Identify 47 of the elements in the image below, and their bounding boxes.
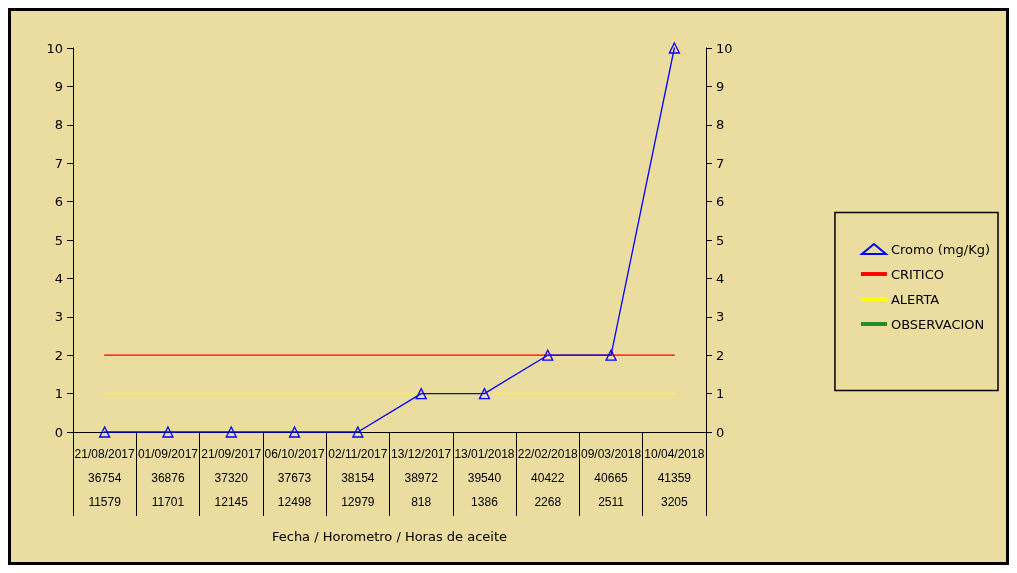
x-tick-label: 21/09/2017 37320 12145: [201, 447, 262, 509]
x-tick-label: 02/11/2017 38154 12979: [328, 447, 388, 509]
legend-label: ALERTA: [890, 291, 940, 307]
y2-tick-label: 0: [716, 424, 725, 440]
y-tick-label: 9: [54, 78, 63, 94]
point: [352, 426, 364, 438]
point: [288, 426, 301, 438]
point: [542, 349, 554, 361]
y-tick-label: 4: [54, 270, 63, 286]
y-tick-label: 2: [54, 347, 63, 363]
y-tick-label: 1: [54, 386, 63, 402]
point: [605, 349, 617, 361]
y2-tick-label: 7: [716, 155, 725, 171]
y2-tick-label: 1: [716, 386, 725, 402]
y2-tick-label: 6: [716, 194, 725, 210]
x-tick-label: 22/02/2018 40422 2268: [517, 447, 579, 509]
point: [415, 387, 427, 400]
y2-tick-label: 4: [716, 270, 725, 286]
point: [99, 426, 111, 438]
x-tick-label: 06/10/2017 37673 12498: [264, 447, 325, 509]
y-tick-label: 10: [46, 40, 63, 56]
y-tick-label: 0: [54, 424, 63, 440]
y2-tick-label: 8: [716, 117, 725, 133]
y2-tick-label: 3: [716, 309, 725, 325]
y-tick-label: 8: [54, 117, 63, 133]
legend-label: OBSERVACION: [890, 316, 985, 332]
x-tick-label: 10/04/2018 41359 3205: [644, 447, 705, 509]
y2-tick-label: 2: [716, 347, 725, 363]
point: [162, 426, 174, 438]
y-tick-label: 6: [54, 194, 63, 210]
x-tick-label: 01/09/2017 36876 11701: [137, 447, 199, 509]
x-tick-label: 13/12/2017 38972 818: [391, 447, 452, 509]
x-tick-label: 21/08/2017 36754 11579: [74, 447, 135, 509]
y2-tick-label: 5: [716, 232, 725, 248]
point: [225, 426, 237, 438]
point: [478, 387, 491, 400]
y-tick-label: 5: [54, 232, 63, 248]
y-tick-label: 3: [54, 309, 63, 325]
y2-tick-label: 9: [716, 78, 725, 94]
legend-label: Cromo (mg/Kg): [890, 241, 991, 257]
y-tick-label: 7: [54, 155, 63, 171]
x-tick-label: 13/01/2018 39540 1386: [454, 447, 515, 509]
x-axis-title: Fecha / Horometro / Horas de aceite: [271, 529, 508, 544]
legend-label: CRITICO: [890, 266, 944, 282]
point: [668, 42, 680, 54]
x-tick-label: 09/03/2018 40665 2511: [581, 447, 642, 509]
y2-tick-label: 10: [716, 40, 733, 56]
